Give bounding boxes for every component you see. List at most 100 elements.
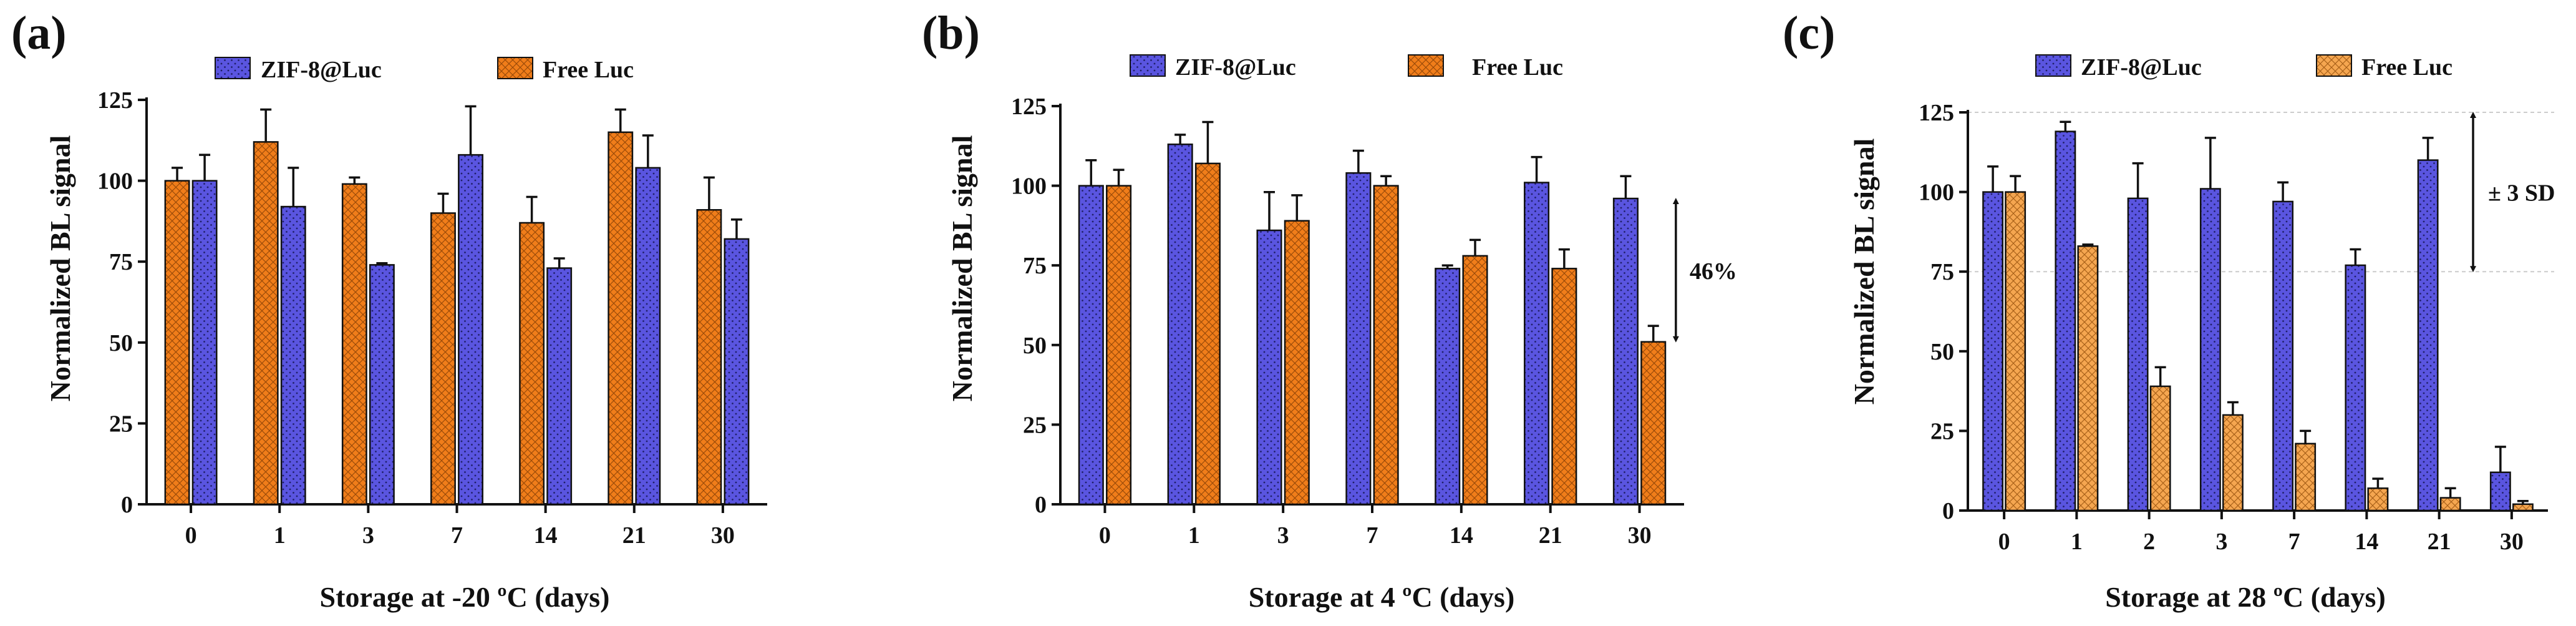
y-tick-label-a-1: 25 <box>109 411 133 437</box>
y-axis-title-c: Normalized BL signal <box>1848 139 1880 405</box>
chart-panel-c: (c) ZIF-8@Luc Free Luc Normalized BL sig… <box>1783 7 2555 613</box>
x-tick-label-c-0: 0 <box>1998 529 2010 555</box>
y-tick-label-a-2: 50 <box>109 330 133 356</box>
bar-zif-b-0 <box>1078 185 1104 506</box>
bar-free-b-0 <box>1106 185 1132 506</box>
y-tick-label-c-1: 25 <box>1930 418 1954 444</box>
legend-swatch-free-b <box>1408 54 1444 77</box>
legend-label-free-c: Free Luc <box>2361 54 2453 81</box>
bar-free-c-3 <box>2222 414 2244 512</box>
x-tick-label-a-6: 30 <box>711 522 735 549</box>
bar-free-a-4 <box>519 222 545 506</box>
panel-label-a: (a) <box>11 7 67 59</box>
panel-label-c: (c) <box>1783 7 1835 59</box>
bar-zif-c-2 <box>2127 197 2149 512</box>
bar-zif-c-1 <box>2055 130 2076 512</box>
plot-area-a: 0 25 50 75 100 125 0 1 3 7 14 21 30 <box>97 87 767 549</box>
y-tick-label-c-4: 100 <box>1919 180 1954 206</box>
y-tick-label-a-3: 75 <box>109 249 133 275</box>
bar-free-b-4 <box>1462 255 1488 506</box>
y-tick-label-c-0: 0 <box>1942 498 1954 524</box>
bar-zif-b-1 <box>1167 143 1193 506</box>
bar-zif-a-6 <box>724 238 750 506</box>
bar-free-a-6 <box>696 209 722 506</box>
bar-free-a-5 <box>608 131 634 506</box>
legend-c: ZIF-8@Luc Free Luc <box>2035 54 2453 81</box>
y-tick-label-b-4: 100 <box>1011 174 1047 200</box>
y-tick-label-c-2: 50 <box>1930 339 1954 365</box>
legend-swatch-zif-c <box>2035 54 2071 77</box>
x-tick-label-b-5: 21 <box>1539 522 1562 549</box>
x-tick-label-a-2: 3 <box>362 522 374 549</box>
y-tick-label-b-2: 50 <box>1023 333 1047 359</box>
bar-zif-a-3 <box>458 154 483 506</box>
annotation-text-c: ± 3 SD <box>2488 180 2555 207</box>
x-tick-label-a-1: 1 <box>274 522 286 549</box>
chart-panel-b: (b) ZIF-8@Luc Free Luc Normalized BL sig… <box>922 7 1737 613</box>
bar-zif-c-7 <box>2489 471 2511 512</box>
bar-zif-a-5 <box>635 167 661 506</box>
bar-free-c-1 <box>2077 245 2099 512</box>
plot-area-c: 0 25 50 75 100 125 0 1 2 3 7 14 21 30 ± 3 SD <box>1919 100 2555 555</box>
legend-swatch-zif-b <box>1130 54 1166 77</box>
bar-free-b-2 <box>1284 220 1310 506</box>
legend-swatch-free-c <box>2316 54 2352 77</box>
x-tick-label-c-5: 14 <box>2355 529 2378 555</box>
bar-zif-b-4 <box>1435 268 1461 506</box>
x-tick-label-c-6: 21 <box>2428 529 2451 555</box>
panel-label-b: (b) <box>922 7 980 59</box>
bar-zif-b-6 <box>1612 197 1639 506</box>
x-tick-label-a-0: 0 <box>185 522 197 549</box>
legend-swatch-zif-a <box>215 57 251 79</box>
y-tick-label-b-5: 125 <box>1011 94 1047 120</box>
bar-free-a-1 <box>253 141 279 506</box>
bar-free-c-2 <box>2149 385 2171 512</box>
y-tick-label-b-3: 75 <box>1023 253 1047 279</box>
x-tick-label-c-4: 7 <box>2288 529 2300 555</box>
y-tick-label-a-4: 100 <box>97 169 133 195</box>
bar-zif-c-5 <box>2345 264 2366 512</box>
x-tick-label-c-1: 1 <box>2071 529 2083 555</box>
bar-free-b-3 <box>1373 185 1399 506</box>
bar-zif-c-6 <box>2417 159 2439 512</box>
legend-a: ZIF-8@Luc Free Luc <box>215 57 634 83</box>
y-tick-label-b-1: 25 <box>1023 412 1047 438</box>
bar-zif-a-1 <box>280 205 306 506</box>
x-tick-label-b-3: 7 <box>1367 522 1378 549</box>
x-axis-title-b: Storage at 4 ºC (days) <box>1249 581 1515 613</box>
x-tick-label-c-2: 2 <box>2143 529 2155 555</box>
legend-b: ZIF-8@Luc Free Luc <box>1130 54 1563 81</box>
bar-free-a-0 <box>164 180 190 506</box>
y-tick-label-a-0: 0 <box>121 492 133 518</box>
legend-label-free-a: Free Luc <box>543 57 634 83</box>
x-tick-label-b-4: 14 <box>1450 522 1473 549</box>
y-tick-label-a-5: 125 <box>97 87 133 114</box>
bar-zif-b-5 <box>1524 182 1550 506</box>
x-tick-label-c-7: 30 <box>2500 529 2524 555</box>
bar-free-c-0 <box>2005 191 2026 512</box>
x-tick-label-b-2: 3 <box>1277 522 1289 549</box>
bar-zif-c-4 <box>2272 200 2294 512</box>
y-axis-title-b: Normalized BL signal <box>946 135 978 402</box>
y-tick-label-c-3: 75 <box>1930 259 1954 285</box>
bar-free-c-4 <box>2295 443 2317 512</box>
bar-zif-a-0 <box>191 180 218 506</box>
bar-free-a-2 <box>341 183 367 506</box>
bar-free-c-6 <box>2439 497 2461 512</box>
bar-zif-b-2 <box>1256 229 1282 506</box>
y-axis-title-a: Normalized BL signal <box>44 135 76 402</box>
x-tick-label-a-5: 21 <box>622 522 646 549</box>
legend-label-zif-c: ZIF-8@Luc <box>2081 54 2202 81</box>
x-axis-title-a: Storage at -20 ºC (days) <box>320 581 610 613</box>
x-tick-label-a-4: 14 <box>534 522 558 549</box>
bar-zif-c-0 <box>1982 191 2004 512</box>
bar-free-b-1 <box>1194 162 1221 506</box>
y-tick-label-c-5: 125 <box>1919 100 1954 126</box>
bar-zif-c-3 <box>2199 188 2221 512</box>
legend-label-zif-b: ZIF-8@Luc <box>1175 54 1296 81</box>
x-axis-title-c: Storage at 28 ºC (days) <box>2105 581 2386 613</box>
bar-free-b-6 <box>1640 341 1667 506</box>
bar-zif-a-2 <box>369 264 395 506</box>
annotation-text-b: 46% <box>1690 258 1737 285</box>
bar-zif-b-3 <box>1345 172 1372 506</box>
